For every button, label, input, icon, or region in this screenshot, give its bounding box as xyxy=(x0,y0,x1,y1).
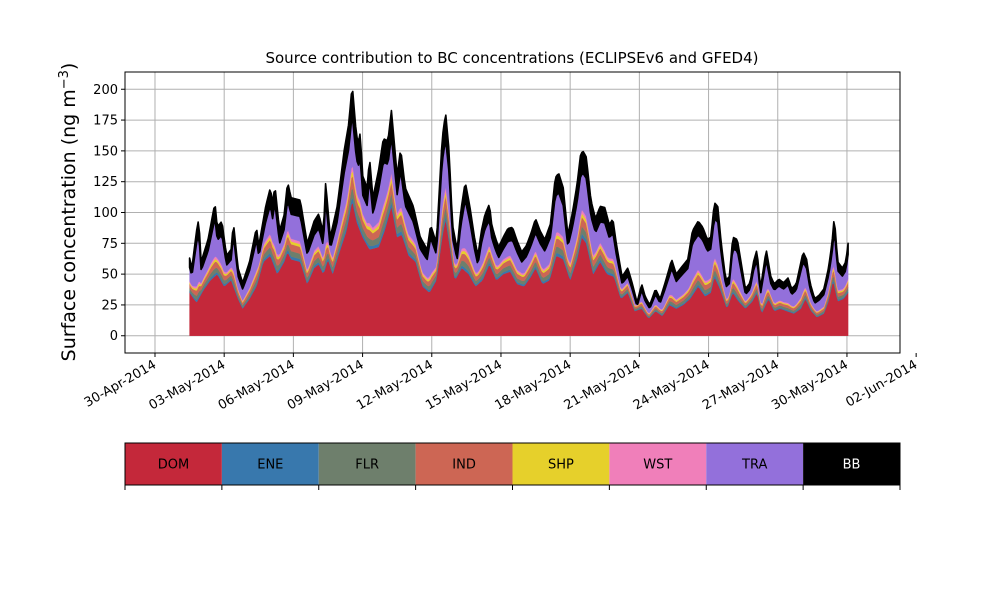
stacked-areas xyxy=(188,90,849,336)
y-tick-label: 0 xyxy=(110,329,118,344)
legend-swatch-flr xyxy=(318,443,416,485)
y-tick-label: 200 xyxy=(93,83,118,98)
x-tick-label: 02-Jun-2014 xyxy=(843,357,920,410)
x-tick-label: 21-May-2014 xyxy=(562,357,644,413)
y-tick-label: 100 xyxy=(93,206,118,221)
y-tick-label: 175 xyxy=(93,114,118,129)
x-tick-label: 27-May-2014 xyxy=(700,357,782,413)
x-tick-label: 30-May-2014 xyxy=(769,357,851,413)
y-tick-label: 125 xyxy=(93,175,118,190)
area-bb xyxy=(188,90,849,309)
x-tick-label: 15-May-2014 xyxy=(423,357,505,413)
x-axis: 30-Apr-201403-May-201406-May-201409-May-… xyxy=(82,353,920,413)
legend-label-tra: TRA xyxy=(741,458,767,473)
legend-label-wst: WST xyxy=(643,458,672,473)
y-tick-label: 75 xyxy=(101,237,118,252)
legend-swatch-ene xyxy=(221,443,319,485)
x-tick-label: 18-May-2014 xyxy=(492,357,574,413)
legend-swatch-dom xyxy=(125,443,222,485)
legend-swatch-ind xyxy=(415,443,513,485)
x-tick-label: 24-May-2014 xyxy=(631,357,713,413)
legend-label-ene: ENE xyxy=(257,458,283,473)
x-tick-label: 06-May-2014 xyxy=(216,357,298,413)
legend-swatch-shp xyxy=(512,443,610,485)
y-tick-label: 25 xyxy=(101,298,118,313)
y-tick-label: 150 xyxy=(93,144,118,159)
legend-label-dom: DOM xyxy=(158,458,189,473)
legend: DOM ENE FLR IND SHP WST TRA BB xyxy=(124,442,901,490)
legend-label-bb: BB xyxy=(843,458,861,473)
chart-title: Source contribution to BC concentrations… xyxy=(265,49,758,67)
y-tick-label: 50 xyxy=(101,268,118,283)
y-axis: 0 25 50 75 100 125 150 175 200 xyxy=(93,83,125,344)
legend-label-shp: SHP xyxy=(548,458,574,473)
legend-label-flr: FLR xyxy=(355,458,379,473)
legend-swatch-wst xyxy=(609,443,707,485)
legend-label-ind: IND xyxy=(452,458,476,473)
legend-swatch-bb xyxy=(803,443,900,485)
x-tick-label: 03-May-2014 xyxy=(147,357,229,413)
x-tick-label: 09-May-2014 xyxy=(285,357,367,413)
x-tick-label: 12-May-2014 xyxy=(354,357,436,413)
legend-swatch-tra xyxy=(706,443,804,485)
y-axis-label: Surface concentration (ng m−3) xyxy=(57,63,80,362)
